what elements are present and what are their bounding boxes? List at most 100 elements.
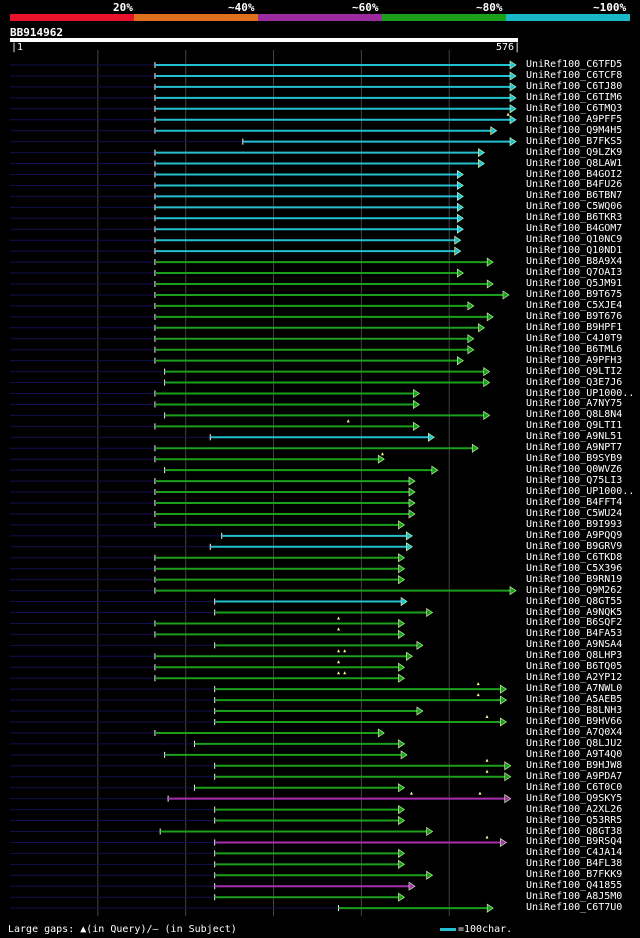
hit-label[interactable]: UniRef100_C6T0C0 [526,781,623,793]
hit-label[interactable]: UniRef100_C6TIM6 [526,91,623,103]
hit-label[interactable]: UniRef100_Q8LAW1 [526,157,623,169]
hit-label[interactable]: UniRef100_B9T676 [526,310,623,322]
hit-arrow-head [490,126,498,136]
scale-swatch [440,928,456,931]
hit-arrow-head [408,498,416,508]
hit-label[interactable]: UniRef100_A9NQK5 [526,606,623,618]
hit-label[interactable]: UniRef100_Q9SKY5 [526,792,623,804]
hit-label[interactable]: UniRef100_Q8L8N4 [526,409,623,421]
hit-label[interactable]: UniRef100_C5XJE4 [526,299,623,311]
hit-label[interactable]: UniRef100_C6TKD8 [526,551,623,563]
hit-arrow-head [398,859,405,869]
hit-arrow-head [467,301,475,311]
hit-arrow-head [456,169,464,180]
hit-label[interactable]: UniRef100_B7FKS5 [526,135,623,147]
hit-label[interactable]: UniRef100_Q0WVZ6 [526,464,623,476]
query-bar [10,38,518,42]
query-gap-mark [380,452,384,456]
hit-label[interactable]: UniRef100_B6TKR3 [526,212,623,224]
hit-label[interactable]: UniRef100_B6SQF2 [526,617,623,629]
hit-arrow-head [486,279,494,289]
hit-label[interactable]: UniRef100_B6TQ05 [526,661,623,673]
hit-label[interactable]: UniRef100_A9T4Q0 [526,748,623,760]
hit-label[interactable]: UniRef100_A7NY75 [526,398,623,410]
hit-arrow-head [456,202,464,212]
hit-label[interactable]: UniRef100_B9T675 [526,288,623,300]
hit-label[interactable]: UniRef100_C4J0T9 [526,332,623,344]
hit-label[interactable]: UniRef100_B4GOM7 [526,223,623,235]
hit-label[interactable]: UniRef100_B8LNH3 [526,705,623,717]
hit-label[interactable]: UniRef100_A2YP12 [526,672,623,684]
hit-label[interactable]: UniRef100_A2XL26 [526,803,623,815]
hit-label[interactable]: UniRef100_UP1000.. [526,486,635,498]
hit-label[interactable]: UniRef100_Q7OAI3 [526,267,623,279]
hit-arrow-head [408,509,416,519]
hit-label[interactable]: UniRef100_A7Q0X4 [526,726,623,738]
hit-label[interactable]: UniRef100_A9PFF5 [526,113,623,125]
hit-label[interactable]: UniRef100_Q8GT38 [526,825,623,837]
hit-label[interactable]: UniRef100_A9NSA4 [526,639,623,651]
hit-label[interactable]: UniRef100_UP1000.. [526,387,635,399]
hit-label[interactable]: UniRef100_B9HPF1 [526,321,623,333]
hit-label[interactable]: UniRef100_Q5JM91 [526,278,623,289]
hit-arrow-head [408,487,416,497]
hit-label[interactable]: UniRef100_A9NL51 [526,431,623,443]
hit-label[interactable]: UniRef100_Q9LTI1 [526,420,623,432]
hit-label[interactable]: UniRef100_C4JA14 [526,847,623,859]
hit-label[interactable]: UniRef100_C6T7U0 [526,902,623,914]
hit-label[interactable]: UniRef100_Q8GT55 [526,595,623,607]
hit-label[interactable]: UniRef100_Q75LI3 [526,475,623,487]
hit-arrow-head [431,465,439,475]
hit-label[interactable]: UniRef100_B4FL38 [526,858,623,870]
hit-arrow-head [398,673,405,683]
hit-arrow-head [504,772,512,782]
hit-label[interactable]: UniRef100_A9NPT7 [526,442,623,454]
hit-label[interactable]: UniRef100_Q53RR5 [526,814,623,826]
hit-label[interactable]: UniRef100_C5WU24 [526,507,623,519]
hit-arrow-head [416,640,424,650]
hit-arrow-head [456,356,464,366]
hit-label[interactable]: UniRef100_B9SYB9 [526,453,623,465]
hit-label[interactable]: UniRef100_C6TCF8 [526,69,623,81]
hit-label[interactable]: UniRef100_B4FA53 [526,628,623,640]
hit-label[interactable]: UniRef100_B4FFT4 [526,497,623,508]
hit-label[interactable]: UniRef100_Q3E7J6 [526,376,623,388]
query-gap-mark [337,616,341,620]
hit-label[interactable]: UniRef100_C5X396 [526,562,623,574]
hit-label[interactable]: UniRef100_Q9LZK9 [526,146,623,158]
hit-label[interactable]: UniRef100_A8J5M0 [526,891,623,903]
hit-label[interactable]: UniRef100_A7NWL0 [526,683,623,695]
hit-label[interactable]: UniRef100_Q8LHP3 [526,650,623,662]
hit-label[interactable]: UniRef100_Q10NC9 [526,234,623,246]
hit-label[interactable]: UniRef100_B9I993 [526,518,623,530]
hit-label[interactable]: UniRef100_C6TJ80 [526,80,623,92]
hit-label[interactable]: UniRef100_B9RSQ4 [526,836,623,848]
hit-label[interactable]: UniRef100_C6TMQ3 [526,102,623,114]
hit-label[interactable]: UniRef100_B4FU26 [526,179,623,191]
hit-label[interactable]: UniRef100_Q9M262 [526,584,623,596]
hit-label[interactable]: UniRef100_Q9M4H5 [526,124,623,136]
hit-arrow-head [486,903,494,913]
hit-label[interactable]: UniRef100_Q9LTI2 [526,365,623,377]
hit-label[interactable]: UniRef100_A9PFH3 [526,354,623,366]
hit-label[interactable]: UniRef100_B9HV66 [526,716,623,727]
hit-label[interactable]: UniRef100_A5AEB5 [526,694,623,706]
hit-arrow-head [400,596,408,607]
hit-label[interactable]: UniRef100_B6TBN7 [526,190,623,202]
hit-label[interactable]: UniRef100_B6TML6 [526,343,623,355]
legend-label-80: ~80% [476,1,503,14]
hit-label[interactable]: UniRef100_Q8LJU2 [526,737,623,749]
hit-label[interactable]: UniRef100_B9GRV9 [526,540,623,552]
hit-arrow-head [398,892,405,902]
hit-label[interactable]: UniRef100_Q10ND1 [526,245,623,257]
hit-label[interactable]: UniRef100_A9PQQ9 [526,529,623,541]
hit-label[interactable]: UniRef100_B4GOI2 [526,168,623,180]
hit-label[interactable]: UniRef100_Q41855 [526,880,623,892]
hit-label[interactable]: UniRef100_C5WQ06 [526,201,623,213]
hit-label[interactable]: UniRef100_B9RN19 [526,573,623,585]
hit-label[interactable]: UniRef100_A9PDA7 [526,770,623,782]
hit-label[interactable]: UniRef100_C6TFD5 [526,59,623,70]
hit-label[interactable]: UniRef100_B9HJW8 [526,759,623,771]
hit-label[interactable]: UniRef100_B8A9X4 [526,256,623,268]
hit-label[interactable]: UniRef100_B7FKK9 [526,869,623,881]
